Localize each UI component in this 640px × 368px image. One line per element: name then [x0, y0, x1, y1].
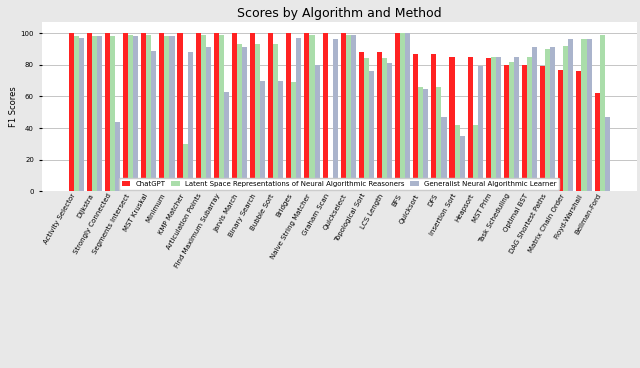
Bar	[540, 66, 545, 191]
Bar	[442, 117, 447, 191]
Bar	[359, 52, 364, 191]
Bar	[558, 70, 563, 191]
Bar	[323, 33, 328, 191]
Bar	[454, 125, 460, 191]
Bar	[310, 35, 314, 191]
Bar	[423, 89, 428, 191]
Bar	[87, 33, 92, 191]
Bar	[260, 81, 265, 191]
Bar	[605, 117, 610, 191]
Bar	[377, 52, 382, 191]
Title: Scores by Algorithm and Method: Scores by Algorithm and Method	[237, 7, 442, 20]
Bar	[514, 57, 519, 191]
Bar	[473, 125, 477, 191]
Bar	[141, 33, 147, 191]
Bar	[68, 33, 74, 191]
Bar	[369, 71, 374, 191]
Bar	[522, 65, 527, 191]
Bar	[600, 35, 605, 191]
Bar	[291, 82, 296, 191]
Bar	[387, 63, 392, 191]
Bar	[177, 33, 182, 191]
Bar	[74, 36, 79, 191]
Bar	[196, 33, 201, 191]
Bar	[147, 35, 151, 191]
Bar	[550, 47, 556, 191]
Bar	[436, 87, 442, 191]
Bar	[164, 36, 170, 191]
Bar	[224, 92, 229, 191]
Bar	[364, 59, 369, 191]
Bar	[123, 33, 128, 191]
Bar	[568, 39, 573, 191]
Bar	[382, 59, 387, 191]
Bar	[400, 33, 405, 191]
Bar	[268, 33, 273, 191]
Y-axis label: F1 Scores: F1 Scores	[9, 86, 18, 127]
Bar	[395, 33, 400, 191]
Bar	[496, 57, 501, 191]
Bar	[595, 93, 600, 191]
Bar	[250, 33, 255, 191]
Bar	[351, 35, 356, 191]
Bar	[232, 33, 237, 191]
Bar	[278, 81, 284, 191]
Bar	[115, 122, 120, 191]
Bar	[431, 54, 436, 191]
Bar	[159, 33, 164, 191]
Bar	[255, 44, 260, 191]
Bar	[449, 57, 454, 191]
Bar	[286, 33, 291, 191]
Bar	[545, 49, 550, 191]
Bar	[305, 33, 310, 191]
Bar	[128, 35, 133, 191]
Bar	[97, 36, 102, 191]
Bar	[188, 52, 193, 191]
Bar	[509, 61, 514, 191]
Bar	[405, 33, 410, 191]
Bar	[419, 87, 423, 191]
Bar	[563, 46, 568, 191]
Bar	[273, 44, 278, 191]
Bar	[527, 57, 532, 191]
Bar	[151, 50, 156, 191]
Bar	[92, 36, 97, 191]
Bar	[201, 35, 205, 191]
Bar	[586, 39, 591, 191]
Bar	[219, 35, 224, 191]
Bar	[79, 38, 84, 191]
Bar	[491, 57, 496, 191]
Bar	[413, 54, 419, 191]
Bar	[314, 65, 319, 191]
Bar	[577, 71, 582, 191]
Bar	[582, 39, 586, 191]
Bar	[477, 66, 483, 191]
Bar	[532, 47, 537, 191]
Bar	[182, 144, 188, 191]
Bar	[237, 44, 242, 191]
Bar	[333, 39, 338, 191]
Bar	[214, 33, 219, 191]
Bar	[328, 188, 333, 191]
Bar	[170, 36, 175, 191]
Bar	[340, 33, 346, 191]
Bar	[110, 36, 115, 191]
Bar	[486, 59, 491, 191]
Bar	[468, 57, 473, 191]
Bar	[504, 65, 509, 191]
Bar	[105, 33, 110, 191]
Bar	[460, 136, 465, 191]
Bar	[346, 35, 351, 191]
Bar	[296, 38, 301, 191]
Bar	[205, 47, 211, 191]
Bar	[133, 36, 138, 191]
Bar	[242, 47, 247, 191]
Legend: ChatGPT, Latent Space Representations of Neural Algorithmic Reasoners, Generalis: ChatGPT, Latent Space Representations of…	[119, 178, 559, 190]
